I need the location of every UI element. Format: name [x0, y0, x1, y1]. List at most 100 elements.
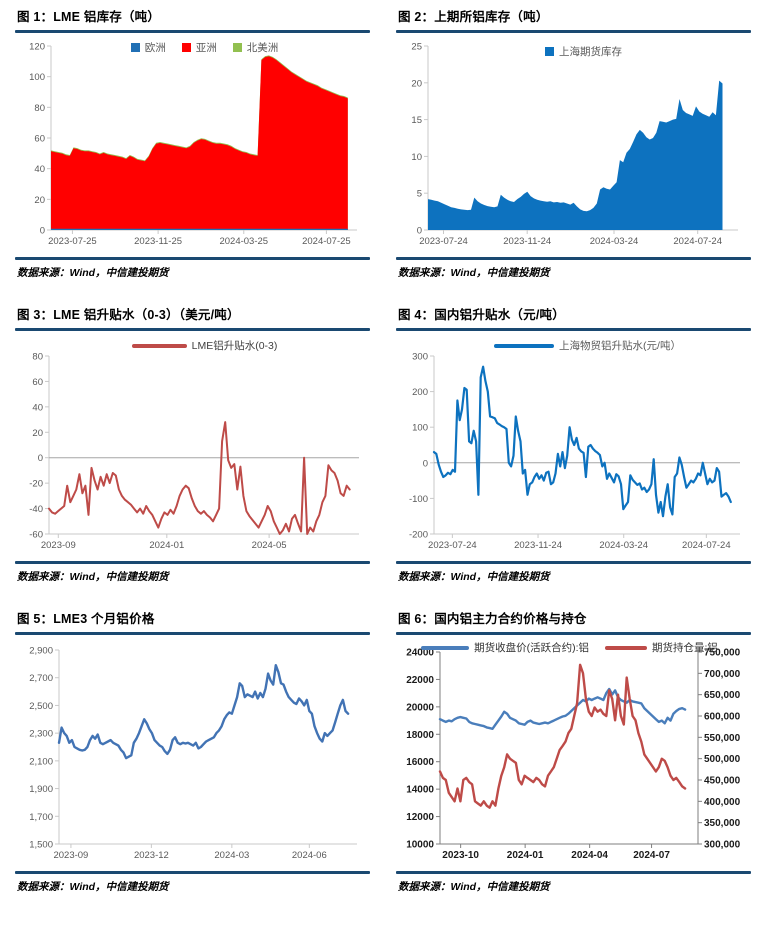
y-tick-label: 200 [412, 387, 428, 398]
x-tick-label: 2023-09 [41, 540, 76, 551]
chart-title: 图 2：上期所铝库存（吨） [398, 10, 549, 24]
series-亚洲 [51, 56, 348, 230]
y-tick-label: 15 [411, 115, 422, 126]
y-tick-label: 0 [40, 226, 45, 237]
y-tick-label: 40 [32, 402, 43, 413]
source-note: 数据来源：Wind，中信建投期货 [398, 881, 550, 893]
source-note: 数据来源：Wind，中信建投期货 [17, 571, 169, 583]
x-tick-label: 2023-09 [53, 850, 88, 861]
x-tick-label: 2023-10 [442, 850, 479, 861]
y-tick-label: 20 [32, 428, 43, 439]
chart-area: 10000 12000 14000 16000 18000 20000 22000 24000… [396, 638, 751, 871]
chart-area: 0 20 40 60 80 100 120 2023-07-25 2023-11-25 2024-… [15, 36, 370, 257]
chart-canvas: 0 20 40 60 80 100 120 2023-07-25 2023-11-25 2024-… [29, 42, 357, 247]
y-tick-label: 0 [417, 226, 422, 237]
x-tick-label: 2024-01 [507, 850, 544, 861]
title-rule [15, 328, 370, 331]
y-tick-label: 25 [411, 42, 422, 53]
x-tick-label: 2024-03-25 [219, 236, 268, 247]
bottom-rule [396, 871, 751, 874]
y-tick-label: 20 [34, 195, 45, 206]
x-tick-label: 2024-07-24 [682, 540, 731, 551]
bottom-rule [15, 257, 370, 260]
x-tick-label: 2024-03-24 [599, 540, 648, 551]
chart-title: 图 1：LME 铝库存（吨） [17, 10, 161, 24]
chart-area: 0 5 10 15 20 25 2023-07-24 2023-11-24 2024-03-24… [396, 36, 751, 257]
x-tick-label: 2024-03-24 [590, 236, 639, 247]
chart-canvas: -200 -100 0 100 200 300 2023-07-24 2023-11-24 20… [409, 352, 740, 551]
y-tick-label: 60 [34, 134, 45, 145]
bottom-rule [15, 871, 370, 874]
panel-lme-price: 图 5：LME3 个月铝价格 1,500 1,700 1,900 2,100 2,300… [15, 608, 370, 894]
y-tick-label: -200 [409, 530, 428, 541]
x-tick-label: 2024-07-24 [673, 236, 722, 247]
x-tick-label: 2024-05 [252, 540, 287, 551]
chart-area: -60 -40 -20 0 20 40 60 80 2023-09 2024-01 2024-05 … [15, 334, 370, 561]
source-note: 数据来源：Wind，中信建投期货 [17, 881, 169, 893]
y-tick-label: 80 [34, 103, 45, 114]
x-tick-label: 2023-07-25 [48, 236, 97, 247]
bottom-rule [396, 561, 751, 564]
panel-domestic-price-oi: 图 6：国内铝主力合约价格与持仓 10000 12000 14000 16000 180… [396, 608, 751, 894]
y-tick-label: 5 [417, 189, 422, 200]
y-tick-label: 2,100 [29, 756, 53, 767]
chart-area: -200 -100 0 100 200 300 2023-07-24 2023-11-24 20… [396, 334, 751, 561]
y-tick-label: 1,900 [29, 784, 53, 795]
x-tick-label: 2023-11-24 [514, 540, 562, 551]
y-tick-label: 2,300 [29, 729, 53, 740]
y-tick-label-right: 450,000 [704, 776, 741, 787]
chart-title: 图 4：国内铝升贴水（元/吨） [398, 308, 565, 322]
title-rule [396, 632, 751, 635]
y-tick-label: 60 [32, 377, 43, 388]
x-tick-label: 2024-07 [633, 850, 670, 861]
y-tick-label: 100 [29, 72, 45, 83]
y-tick-label: 0 [423, 458, 428, 469]
source-note: 数据来源：Wind，中信建投期货 [17, 267, 169, 279]
y-tick-label: 14000 [406, 785, 434, 796]
bottom-rule [15, 561, 370, 564]
chart-area: 1,500 1,700 1,900 2,100 2,300 2,500 2,700 2,900… [15, 638, 370, 871]
y-tick-label-right: 700,000 [704, 669, 741, 680]
source-note: 数据来源：Wind，中信建投期货 [398, 571, 550, 583]
y-tick-label: 2,700 [29, 673, 53, 684]
title-rule [396, 30, 751, 33]
y-tick-label-right: 750,000 [704, 648, 741, 659]
y-tick-label: 10 [411, 152, 422, 163]
title-rule [15, 30, 370, 33]
y-tick-label: 10000 [406, 840, 434, 851]
report-charts-grid: 图 1：LME 铝库存（吨） 0 20 40 60 80 100 120 2023-07-25… [15, 10, 751, 894]
x-tick-label: 2023-07-24 [419, 236, 468, 247]
x-tick-label: 2024-07-25 [302, 236, 351, 247]
y-tick-label-right: 300,000 [704, 840, 741, 851]
x-tick-label: 2024-04 [571, 850, 608, 861]
chart-title: 图 5：LME3 个月铝价格 [17, 612, 155, 626]
chart-title: 图 3：LME 铝升贴水（0-3）（美元/吨） [17, 308, 240, 322]
y-tick-label-right: 600,000 [704, 712, 741, 723]
series-上海期货库存 [428, 80, 723, 230]
x-tick-label: 2024-01 [149, 540, 184, 551]
y-tick-label: 24000 [406, 648, 434, 659]
series-期货持仓量:铝 [438, 663, 687, 809]
y-tick-label: 1,500 [29, 840, 53, 851]
x-tick-label: 2024-03 [214, 850, 249, 861]
y-tick-label: -60 [29, 530, 43, 541]
y-tick-label: 18000 [406, 730, 434, 741]
y-tick-label-right: 500,000 [704, 754, 741, 765]
y-tick-label-right: 650,000 [704, 690, 741, 701]
source-note: 数据来源：Wind，中信建投期货 [398, 267, 550, 279]
y-tick-label: 12000 [406, 812, 434, 823]
series-LME铝升贴水(0-3) [48, 421, 351, 535]
series-LME3个月铝价格 [57, 664, 350, 760]
y-tick-label: 2,500 [29, 701, 53, 712]
y-tick-label: 2,900 [29, 646, 53, 657]
series-期货收盘价(活跃合约):铝 [438, 687, 687, 731]
x-tick-label: 2023-11-24 [503, 236, 551, 247]
series-欧洲 [51, 228, 348, 230]
y-tick-label-right: 350,000 [704, 818, 741, 829]
x-tick-label: 2024-06 [292, 850, 327, 861]
y-tick-label: 40 [34, 164, 45, 175]
bottom-rule [396, 257, 751, 260]
y-tick-label: -100 [409, 494, 428, 505]
y-tick-label: 1,700 [29, 812, 53, 823]
series-上海物贸铝升贴水(元/吨） [432, 365, 732, 518]
